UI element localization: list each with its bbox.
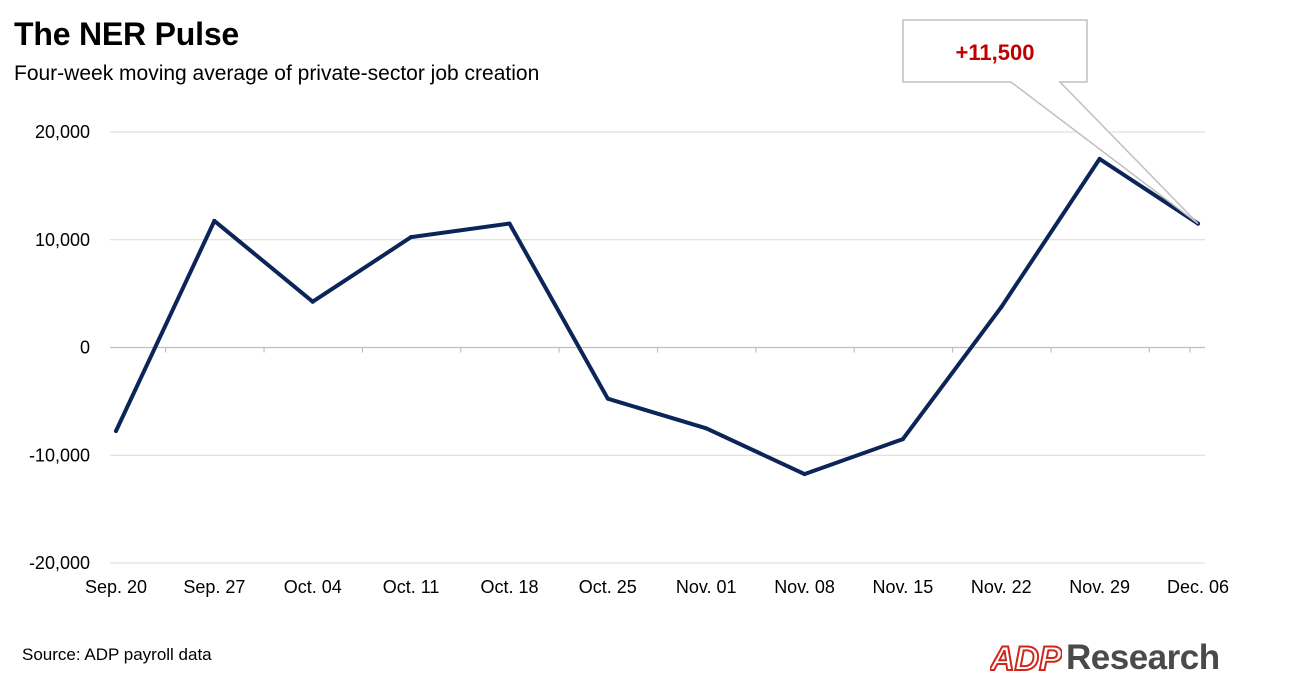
x-tick-label: Dec. 06: [1167, 577, 1229, 597]
data-point: [409, 235, 414, 240]
y-tick-label: -10,000: [29, 445, 90, 465]
callout-label: +11,500: [956, 40, 1035, 65]
chart-subtitle: Four-week moving average of private-sect…: [14, 62, 540, 85]
data-point: [605, 396, 610, 401]
data-point: [802, 472, 807, 477]
series-line: [114, 156, 1200, 477]
y-tick-label: 20,000: [35, 122, 90, 142]
y-tick-label: -20,000: [29, 553, 90, 573]
x-tick-label: Oct. 04: [284, 577, 342, 597]
x-tick-label: Oct. 11: [383, 577, 440, 597]
data-point: [999, 305, 1004, 310]
data-point: [310, 299, 315, 304]
data-point: [507, 221, 512, 226]
y-tick-label: 10,000: [35, 230, 90, 250]
x-tick-label: Sep. 27: [183, 577, 245, 597]
x-tick-label: Nov. 08: [774, 577, 835, 597]
y-tick-label: 0: [80, 338, 90, 358]
svg-text:ADP: ADP: [990, 641, 1062, 675]
data-point: [212, 218, 217, 223]
x-tick-label: Nov. 22: [971, 577, 1032, 597]
chart-title: The NER Pulse: [14, 16, 240, 52]
adp-logo-icon: ADP: [990, 641, 1062, 675]
x-tick-label: Nov. 29: [1069, 577, 1130, 597]
data-point: [900, 437, 905, 442]
x-tick-label: Oct. 25: [579, 577, 637, 597]
adp-research-logo: ADP Research: [990, 638, 1220, 678]
x-tick-label: Oct. 18: [480, 577, 538, 597]
x-tick-label: Nov. 15: [873, 577, 934, 597]
x-tick-label: Nov. 01: [676, 577, 737, 597]
callout-box: [902, 19, 1199, 225]
data-point: [704, 426, 709, 431]
source-note: Source: ADP payroll data: [22, 645, 212, 664]
x-tick-label: Sep. 20: [85, 577, 147, 597]
data-point: [1097, 156, 1102, 161]
data-point: [114, 429, 118, 434]
logo-text: Research: [1066, 638, 1220, 677]
